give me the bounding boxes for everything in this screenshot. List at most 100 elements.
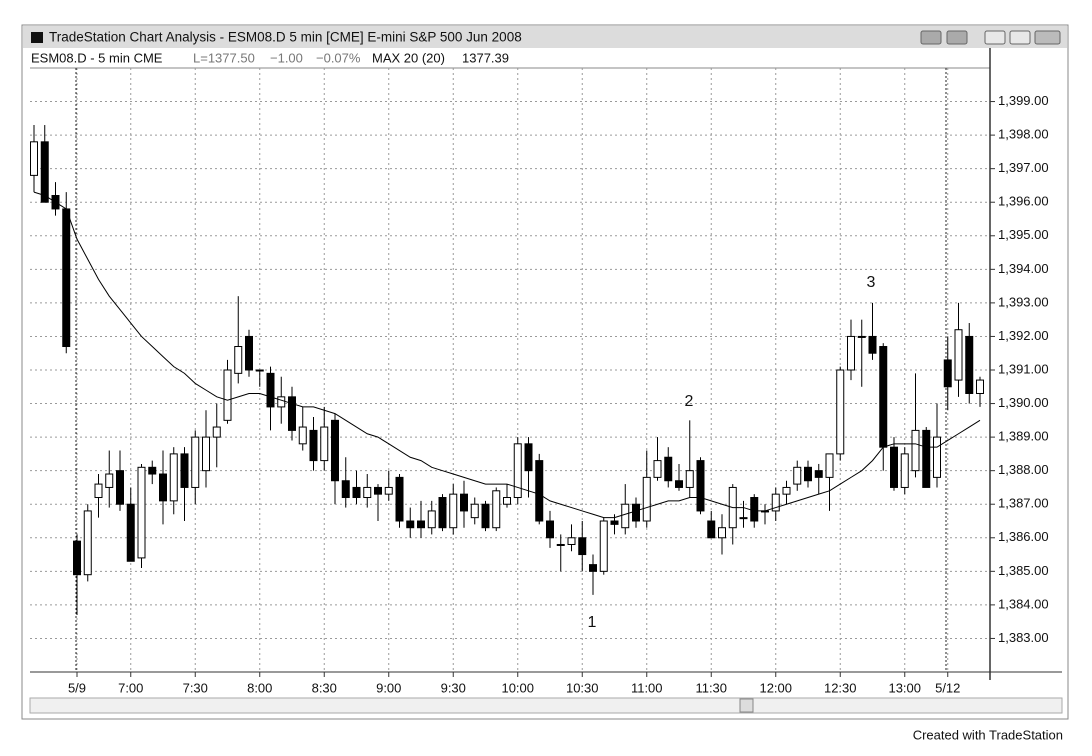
candle-body [847, 335, 855, 371]
candle-body [255, 369, 264, 372]
candle-body [288, 396, 296, 431]
x-tick-label: 7:30 [183, 680, 208, 695]
x-tick-label: 9:00 [376, 680, 401, 695]
minimize-button[interactable] [984, 30, 1006, 45]
candle-body [374, 486, 382, 495]
y-tick-label: 1,385.00 [998, 563, 1049, 578]
candle-body [159, 473, 167, 502]
x-tick-label: 8:00 [247, 680, 272, 695]
annotation: 1 [588, 614, 597, 631]
candle-body [202, 436, 210, 472]
candle-body [814, 470, 823, 478]
candle-body [309, 429, 318, 462]
footer: Created with TradeStation [913, 727, 1063, 742]
candle-body [976, 379, 984, 394]
candle-body [954, 329, 963, 381]
symbol-label: ESM08.D - 5 min CME [31, 50, 163, 65]
y-tick-label: 1,393.00 [998, 294, 1049, 309]
candle-body [438, 497, 447, 529]
y-tick-label: 1,397.00 [998, 160, 1049, 175]
candle-body [320, 426, 329, 462]
candle-body [556, 543, 565, 546]
plot: 1,383.00 1,384.00 1,385.00 1,386.00 1,387.00… [30, 68, 1049, 695]
candle-body [685, 470, 694, 488]
candle-body [911, 429, 920, 472]
last-price: L=1377.50 [193, 50, 255, 65]
title-bar [23, 26, 1067, 48]
toolbar-button[interactable] [946, 30, 968, 45]
candle-body [137, 466, 146, 559]
x-tick-label: 9:30 [441, 680, 466, 695]
candle-body [180, 453, 189, 488]
y-tick-label: 1,390.00 [998, 395, 1049, 410]
candle-body [406, 520, 415, 529]
x-tick-label: 5/12 [935, 680, 960, 695]
candle-body [535, 460, 544, 522]
candle-body [341, 480, 350, 499]
candle-body [653, 460, 662, 478]
y-tick-label: 1,391.00 [998, 361, 1049, 376]
y-tick-label: 1,386.00 [998, 529, 1049, 544]
candle-body [739, 517, 748, 520]
candle-body [266, 372, 275, 408]
candle-body [83, 510, 92, 576]
candle-body [105, 473, 114, 488]
y-tick-label: 1,399.00 [998, 93, 1049, 108]
price-change: −1.00 [270, 50, 303, 65]
study-name: MAX 20 (20) [372, 50, 445, 65]
candle-body [384, 486, 393, 495]
candle-body [427, 510, 436, 529]
scrollbar[interactable] [29, 697, 1063, 714]
window-title: TradeStation Chart Analysis - ESM08.D 5 … [49, 30, 522, 45]
price-change-pct: −0.07% [316, 50, 361, 65]
candle-body [707, 520, 716, 539]
candle-body [546, 520, 554, 539]
candle-body [503, 497, 511, 505]
scroll-thumb[interactable] [739, 698, 754, 713]
candle-body [771, 493, 780, 512]
x-tick-label: 11:00 [631, 680, 663, 695]
candle-body [664, 456, 673, 482]
close-button[interactable] [1034, 30, 1061, 45]
candle-body [857, 335, 866, 338]
candle-body [632, 503, 640, 522]
candle-body [900, 453, 909, 488]
candle-body [621, 503, 630, 529]
candle-body [642, 476, 651, 522]
candle-body [223, 369, 232, 421]
candle-body [126, 503, 135, 562]
x-tick-label: 8:30 [312, 680, 337, 695]
study-last: 1377.39 [462, 50, 509, 65]
candle-body [94, 483, 103, 499]
x-tick-label: 13:00 [888, 680, 921, 695]
y-tick-label: 1,396.00 [998, 194, 1049, 209]
candle-body [524, 443, 533, 472]
candle-body [298, 426, 307, 445]
y-tick-label: 1,392.00 [998, 328, 1049, 343]
candle-body [191, 436, 200, 488]
candle-body [567, 537, 576, 545]
candle-body [750, 497, 759, 522]
x-tick-label: 11:30 [695, 680, 727, 695]
candle-body [599, 520, 608, 572]
y-tick-label: 1,384.00 [998, 596, 1049, 611]
candle-body [492, 490, 501, 529]
candle-body [470, 503, 479, 519]
x-tick-label: 7:00 [118, 680, 143, 695]
candle-body [782, 486, 791, 495]
x-tick-label: 10:00 [501, 680, 534, 695]
candle-body [62, 208, 71, 348]
candle-body [675, 480, 683, 488]
candle-body [245, 335, 253, 371]
candle-body [696, 460, 705, 512]
candle-body [395, 476, 404, 522]
candle-body [610, 520, 619, 525]
window-frame [21, 24, 1069, 720]
candle-body [890, 446, 898, 488]
candle-body [148, 466, 157, 475]
candle-body [363, 486, 372, 499]
maximize-button[interactable] [1009, 30, 1031, 45]
candle-body [169, 453, 178, 502]
toolbar-button[interactable] [920, 30, 942, 45]
candle-body [943, 359, 952, 388]
